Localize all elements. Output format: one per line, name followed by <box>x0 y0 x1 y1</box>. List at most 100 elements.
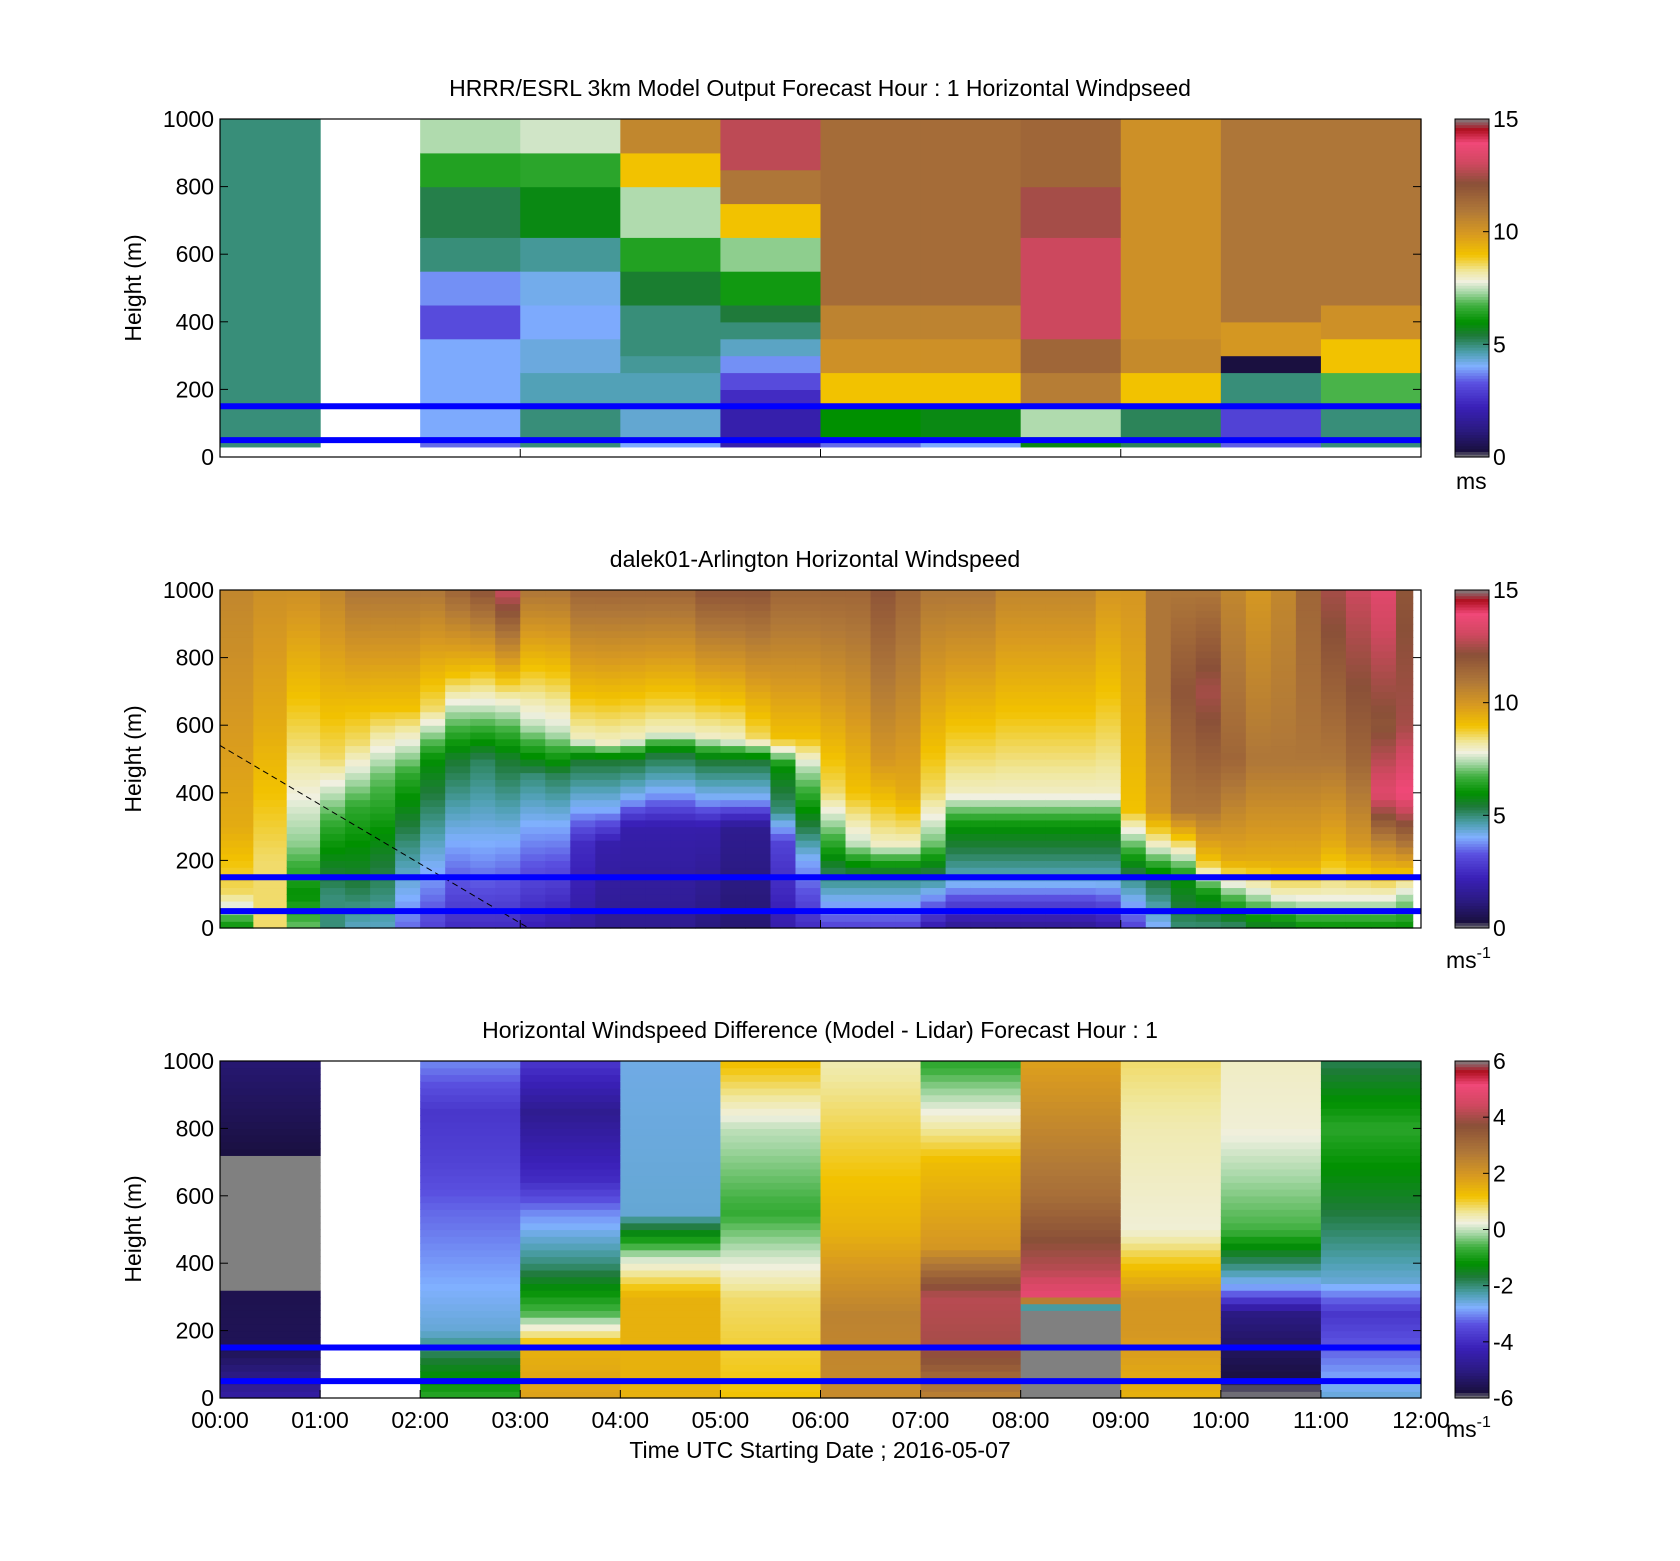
heatmap-cell <box>1395 840 1414 848</box>
heatmap-cell <box>520 1061 621 1069</box>
heatmap-cell <box>670 792 696 801</box>
heatmap-cell <box>1120 1148 1222 1156</box>
colorbar-segment <box>1455 609 1489 614</box>
heatmap-cell <box>1320 1101 1422 1109</box>
heatmap-cell <box>1170 900 1197 909</box>
heatmap-cell <box>1370 718 1397 726</box>
heatmap-cell <box>820 119 922 306</box>
heatmap-cell <box>1020 671 1047 679</box>
heatmap-cell <box>1320 1276 1422 1285</box>
colorbar-segment <box>1455 660 1489 664</box>
heatmap-cell <box>720 759 747 767</box>
colorbar-segment <box>1455 406 1489 410</box>
heatmap-cell <box>920 406 1022 438</box>
heatmap-cell <box>770 711 797 720</box>
heatmap-cell <box>1370 684 1397 692</box>
heatmap-cell <box>253 806 288 814</box>
colorbar-segment <box>1455 846 1489 850</box>
heatmap-cell <box>820 1357 922 1365</box>
heatmap-cell <box>620 1121 722 1129</box>
heatmap-cell <box>495 900 521 909</box>
heatmap-cell <box>920 1357 1022 1365</box>
heatmap-cell <box>370 759 396 767</box>
heatmap-cell <box>720 1081 822 1089</box>
heatmap-cell <box>1220 596 1247 605</box>
heatmap-cell <box>445 610 471 618</box>
heatmap-cell <box>1170 887 1197 895</box>
heatmap-cell <box>320 813 346 821</box>
colorbar-segment <box>1455 237 1489 241</box>
heatmap-cell <box>1170 745 1197 753</box>
heatmap-cell <box>795 792 822 801</box>
heatmap-cell <box>1245 806 1272 814</box>
heatmap-cell <box>1145 792 1172 801</box>
heatmap-cell <box>820 664 847 672</box>
heatmap-cell <box>695 718 722 726</box>
heatmap-cell <box>1220 1337 1322 1345</box>
heatmap-cell <box>570 921 596 929</box>
heatmap-cell <box>620 779 646 787</box>
heatmap-cell <box>1095 684 1122 692</box>
heatmap-cell <box>895 677 922 686</box>
heatmap-cell <box>1245 731 1272 740</box>
colorbar-segment <box>1455 1223 1489 1228</box>
heatmap-cell <box>1095 704 1122 713</box>
heatmap-cell <box>395 630 421 638</box>
heatmap-cell <box>945 840 972 848</box>
heatmap-cell <box>320 880 346 889</box>
heatmap-cell <box>1120 921 1147 929</box>
heatmap-cell <box>1145 691 1172 699</box>
heatmap-cell <box>670 630 696 638</box>
heatmap-cell <box>1320 1074 1422 1082</box>
heatmap-cell <box>895 650 922 659</box>
heatmap-cell <box>720 1148 822 1156</box>
heatmap-cell <box>970 860 997 868</box>
heatmap-cell <box>1195 671 1222 679</box>
heatmap-cell <box>970 738 997 747</box>
heatmap-cell <box>1345 698 1372 706</box>
heatmap-cell <box>795 853 822 861</box>
heatmap-cell <box>595 691 621 699</box>
heatmap-cell <box>1020 406 1122 438</box>
heatmap-cell <box>720 765 747 774</box>
heatmap-cell <box>370 657 396 665</box>
heatmap-cell <box>470 819 496 828</box>
heatmap-cell <box>920 684 947 692</box>
heatmap-cell <box>1120 860 1147 868</box>
heatmap-cell <box>920 623 947 632</box>
heatmap-cell <box>1045 765 1072 774</box>
heatmap-cell <box>745 691 772 699</box>
heatmap-cell <box>1170 644 1197 652</box>
heatmap-cell <box>1020 338 1122 374</box>
heatmap-cell <box>1395 833 1414 841</box>
heatmap-cell <box>920 1276 1022 1285</box>
heatmap-cell <box>1045 677 1072 686</box>
heatmap-cell <box>320 691 346 699</box>
heatmap-cell <box>1020 921 1047 929</box>
heatmap-cell <box>1245 738 1272 747</box>
heatmap-cell <box>395 887 421 895</box>
heatmap-cell <box>645 860 671 868</box>
colorbar-segment <box>1455 420 1489 424</box>
heatmap-cell <box>345 650 371 659</box>
heatmap-cell <box>845 596 872 605</box>
heatmap-cell <box>1020 617 1047 625</box>
heatmap-cell <box>520 745 546 753</box>
heatmap-cell <box>820 630 847 638</box>
heatmap-cell <box>253 752 288 760</box>
heatmap-cell <box>1295 853 1322 861</box>
heatmap-cell <box>620 677 646 686</box>
heatmap-cell <box>1320 738 1347 747</box>
heatmap-cell <box>1070 806 1097 814</box>
heatmap-cell <box>1320 1364 1422 1372</box>
heatmap-cell <box>920 1081 1022 1089</box>
heatmap-cell <box>420 1148 521 1156</box>
heatmap-cell <box>1195 617 1222 625</box>
heatmap-cell <box>1270 677 1297 686</box>
heatmap-cell <box>1120 799 1147 807</box>
y-tick-label: 400 <box>176 780 214 806</box>
colorbar-segment <box>1455 389 1489 393</box>
heatmap-cell <box>1070 819 1097 828</box>
heatmap-cell <box>1045 806 1072 814</box>
heatmap-cell <box>445 833 471 841</box>
